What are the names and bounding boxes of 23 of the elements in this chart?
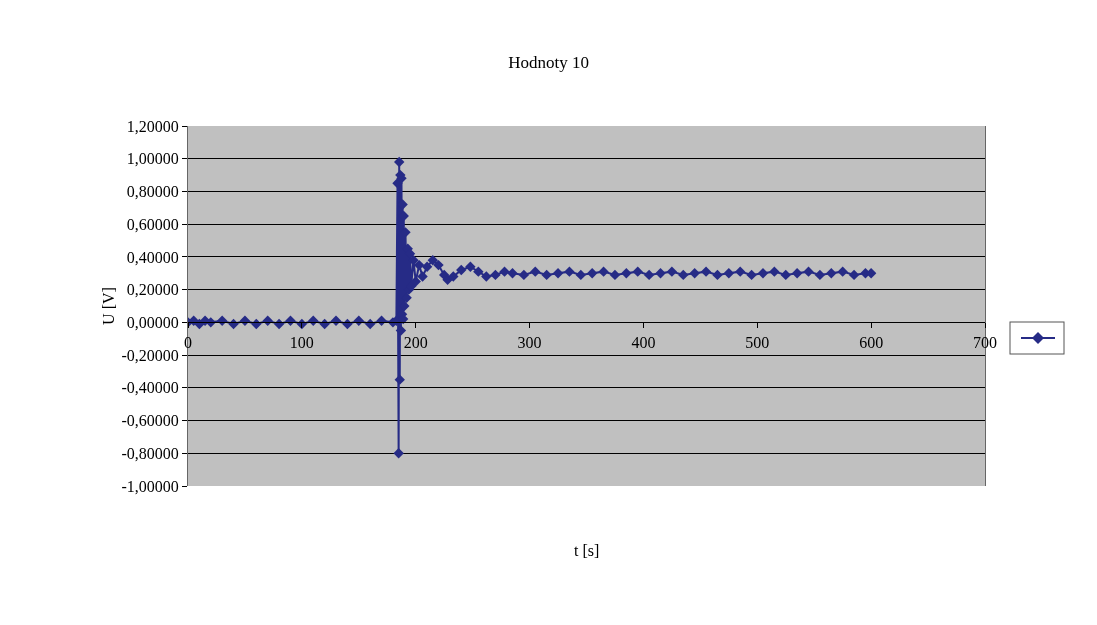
- y-tick-label: 0,40000: [126, 248, 179, 266]
- x-tick-label: 0: [184, 333, 192, 351]
- x-tick-label: 200: [403, 333, 428, 351]
- x-tick-label: 100: [289, 333, 314, 351]
- y-tick-label: -0,60000: [121, 412, 179, 430]
- y-tick-label: 0,80000: [126, 183, 179, 201]
- x-tick-label: 300: [517, 333, 542, 351]
- y-tick-label: 0,00000: [126, 313, 179, 331]
- y-tick-label: -0,20000: [121, 346, 179, 364]
- chart-title: Hodnoty 10: [508, 53, 589, 73]
- y-tick-label: -1,00000: [121, 477, 179, 495]
- y-tick-label: -0,40000: [121, 379, 179, 397]
- y-tick-label: 0,20000: [126, 281, 179, 299]
- y-tick-label: -0,80000: [121, 444, 179, 462]
- y-tick-label: 1,20000: [126, 117, 179, 135]
- y-axis-title: U [V]: [100, 287, 118, 325]
- x-tick-label: 500: [745, 333, 770, 351]
- x-tick-label: 400: [631, 333, 656, 351]
- y-tick-label: 1,00000: [126, 150, 179, 168]
- x-tick-label: 600: [859, 333, 884, 351]
- y-tick-label: 0,60000: [126, 215, 179, 233]
- x-tick-label: 700: [973, 333, 997, 351]
- x-axis-title: t [s]: [574, 542, 600, 559]
